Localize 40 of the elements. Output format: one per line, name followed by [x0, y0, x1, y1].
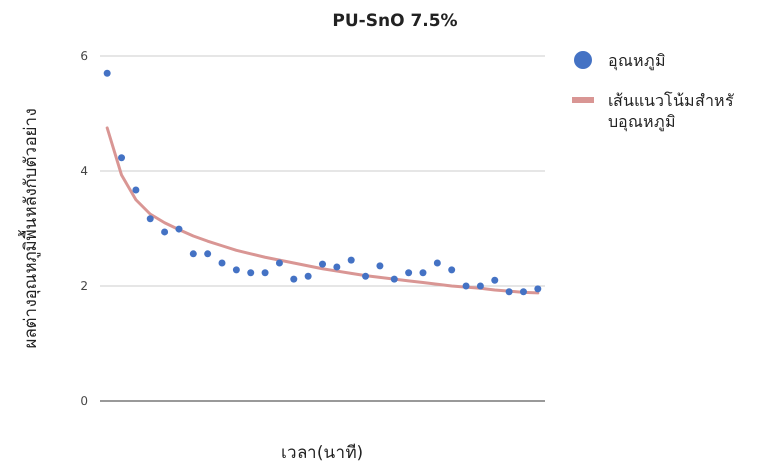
point — [190, 250, 197, 258]
point — [104, 70, 111, 77]
point — [262, 269, 269, 276]
point — [348, 256, 355, 264]
point — [118, 154, 126, 162]
y-axis-title: ผลต่างอุณหภูมิพื้นหลังกับตัวอย่าง — [18, 108, 41, 348]
point — [534, 285, 542, 292]
y-tick-label: 2 — [80, 279, 88, 293]
point — [405, 269, 412, 276]
point — [506, 288, 513, 296]
point — [434, 260, 441, 266]
point — [204, 250, 212, 258]
point — [491, 276, 498, 284]
point — [290, 276, 298, 283]
point — [390, 276, 398, 283]
point — [476, 282, 484, 290]
chart-title: PU-SnO 7.5% — [332, 11, 458, 31]
point — [362, 272, 370, 280]
point — [419, 269, 426, 276]
point — [218, 260, 226, 266]
x-axis-title: เวลา(นาที) — [280, 443, 364, 463]
point — [333, 264, 340, 271]
y-tick-label: 4 — [80, 164, 88, 178]
y-tick-label: 0 — [80, 394, 88, 408]
legend-label: อุณหภูมิ — [608, 51, 666, 71]
point — [319, 260, 326, 268]
point — [462, 282, 470, 290]
legend-label: เส้นแนวโน้มสำหรับอุณหภูมิ — [608, 91, 734, 132]
point — [146, 215, 154, 222]
point — [520, 288, 527, 296]
point — [276, 260, 283, 266]
point — [376, 262, 384, 270]
point — [161, 228, 168, 236]
point — [247, 269, 254, 276]
y-tick-label: 6 — [80, 49, 88, 63]
point — [175, 226, 182, 233]
point — [448, 266, 456, 274]
point — [132, 186, 140, 194]
point — [232, 266, 240, 274]
point — [304, 272, 312, 280]
